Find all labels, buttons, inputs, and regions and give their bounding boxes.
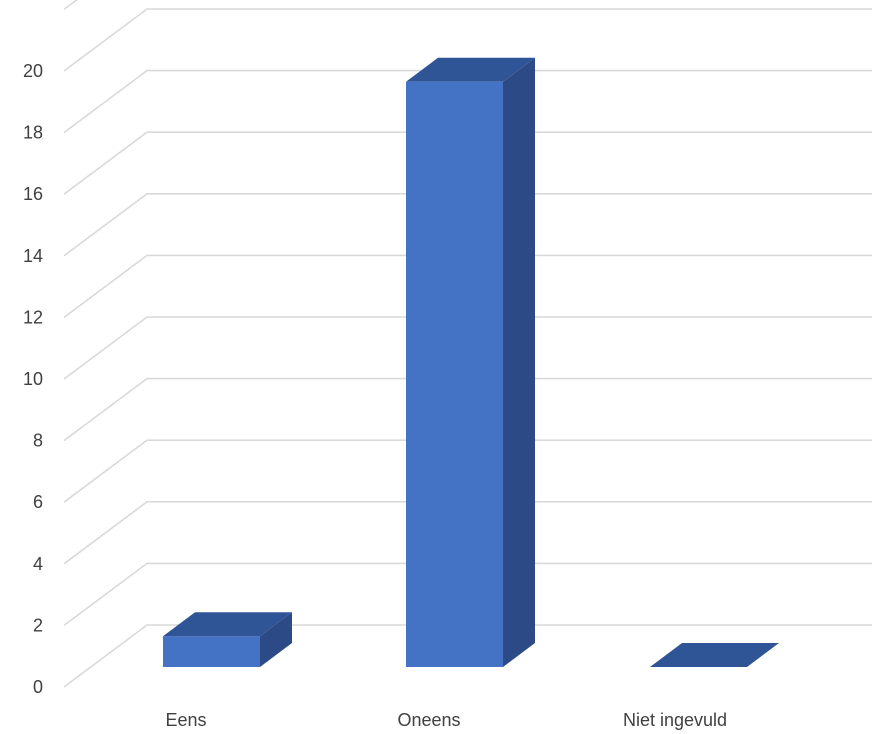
gridline bbox=[63, 624, 872, 688]
gridline bbox=[63, 0, 78, 11]
y-tick-label: 8 bbox=[33, 431, 43, 451]
gridline bbox=[63, 562, 872, 627]
gridline bbox=[63, 8, 872, 72]
bar-front-face bbox=[406, 81, 503, 668]
gridline bbox=[63, 69, 872, 134]
bar-side-face bbox=[260, 612, 292, 667]
y-tick-label: 6 bbox=[33, 492, 43, 512]
y-tick-label: 16 bbox=[23, 184, 43, 204]
y-tick-label: 4 bbox=[33, 554, 43, 574]
x-axis-labels: Eens Oneens Niet ingevuld bbox=[165, 710, 727, 730]
y-tick-label: 10 bbox=[23, 369, 43, 389]
bar-niet-ingevuld bbox=[650, 643, 779, 667]
bar-eens bbox=[163, 612, 292, 667]
x-category-label: Niet ingevuld bbox=[623, 710, 727, 730]
gridline bbox=[63, 500, 872, 565]
gridline bbox=[63, 377, 872, 442]
gridline bbox=[63, 316, 872, 380]
gridline bbox=[63, 439, 872, 503]
y-tick-label: 2 bbox=[33, 615, 43, 635]
y-tick-label: 20 bbox=[23, 61, 43, 81]
gridlines bbox=[63, 0, 872, 688]
gridline bbox=[63, 193, 872, 257]
bar-top-face bbox=[406, 57, 535, 82]
x-category-label: Eens bbox=[165, 710, 206, 730]
y-tick-label: 12 bbox=[23, 307, 43, 327]
bar-top-face bbox=[163, 612, 292, 637]
bars bbox=[163, 57, 779, 668]
y-tick-label: 0 bbox=[33, 677, 43, 697]
gridline bbox=[63, 254, 872, 319]
y-tick-label: 18 bbox=[23, 123, 43, 143]
bar-front-face bbox=[163, 636, 260, 667]
gridline bbox=[63, 131, 872, 195]
bar-side-face bbox=[503, 57, 535, 668]
bar-top-face bbox=[650, 643, 779, 667]
y-tick-label: 14 bbox=[23, 246, 43, 266]
x-category-label: Oneens bbox=[397, 710, 460, 730]
y-axis-ticks: 0 2 4 6 8 10 12 14 16 18 20 bbox=[23, 61, 43, 697]
bar-oneens bbox=[406, 57, 535, 668]
